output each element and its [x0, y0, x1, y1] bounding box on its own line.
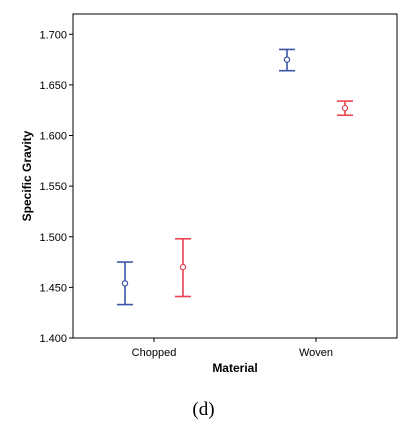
y-tick-label: 1.550 [39, 181, 67, 193]
x-axis-ticks: Chopped Woven [132, 338, 333, 359]
mean-marker [179, 263, 187, 271]
y-tick-label: 1.600 [39, 131, 67, 143]
error-bar-chart: 1.400 1.450 1.500 1.550 1.600 1.650 1.700 Chop… [20, 13, 398, 375]
y-axis-label: Specific Gravity [20, 130, 34, 221]
mean-marker [283, 56, 291, 63]
x-tick-label: Chopped [132, 347, 177, 359]
mean-marker [121, 280, 129, 287]
y-axis-ticks: 1.400 1.450 1.500 1.550 1.600 1.650 1.700 [39, 29, 73, 345]
error-bars [117, 48, 353, 306]
x-axis-label: Material [212, 361, 257, 375]
x-tick-label: Woven [299, 347, 333, 359]
y-tick-label: 1.400 [39, 333, 67, 345]
mean-marker [341, 104, 349, 112]
error-bar [117, 261, 133, 306]
plot-frame [72, 13, 398, 339]
figure-caption: (d) [192, 399, 215, 420]
y-tick-label: 1.450 [39, 282, 67, 294]
error-bar [337, 100, 353, 117]
error-bar [175, 237, 191, 298]
y-tick-label: 1.500 [39, 232, 67, 244]
y-tick-label: 1.650 [39, 80, 67, 92]
error-bar [279, 48, 295, 72]
y-tick-label: 1.700 [39, 29, 67, 41]
